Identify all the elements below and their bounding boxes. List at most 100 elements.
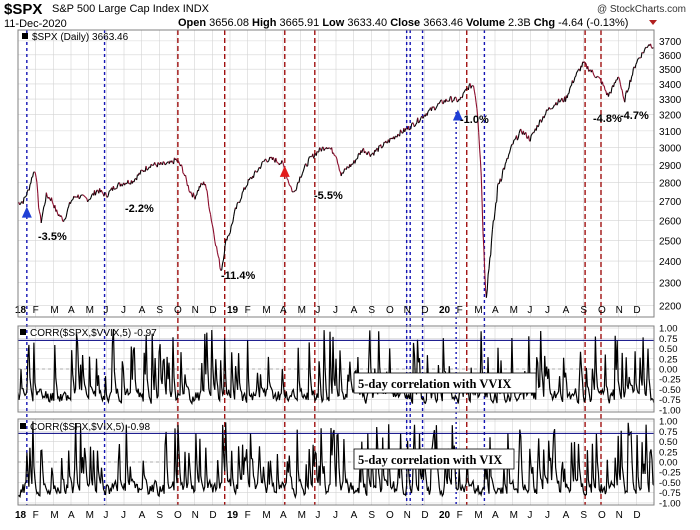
price-segment [190, 191, 193, 195]
price-segment [509, 145, 512, 150]
price-segment [491, 220, 494, 230]
price-segment [543, 115, 546, 119]
price-segment [38, 211, 41, 216]
price-segment [574, 75, 577, 78]
price-segment [570, 85, 572, 87]
price-segment [40, 217, 43, 224]
corr-tick-label: -1.00 [659, 405, 681, 416]
price-segment [67, 206, 70, 209]
x-tick-label-price: A [139, 305, 146, 316]
price-segment [516, 138, 519, 141]
price-segment [439, 99, 442, 103]
price-segment [414, 124, 417, 127]
panel-frame [17, 325, 655, 413]
price-segment [399, 129, 402, 132]
price-segment [628, 79, 631, 88]
quote-label-low: Low [322, 17, 345, 29]
price-segment [286, 178, 289, 180]
price-segment [263, 159, 266, 162]
price-segment [155, 164, 157, 166]
price-segment [489, 254, 492, 259]
price-segment [287, 179, 290, 184]
price-segment [206, 190, 209, 199]
price-segment [427, 109, 430, 113]
price-segment [592, 72, 595, 76]
price-segment [650, 43, 652, 48]
x-tick-label-price: A [351, 305, 358, 316]
price-segment [171, 160, 174, 163]
price-segment [501, 170, 504, 179]
price-segment [90, 194, 93, 198]
price-segment [197, 186, 200, 192]
price-segment [481, 202, 484, 232]
drop-annotation: -4.8% [593, 113, 622, 125]
price-segment [107, 191, 110, 196]
price-segment [315, 151, 318, 156]
price-segment [240, 192, 243, 199]
price-segment [465, 88, 468, 90]
price-segment [551, 107, 553, 110]
price-segment [594, 76, 596, 79]
price-segment [459, 97, 462, 101]
x-tick-label-price: S [580, 305, 587, 316]
price-segment [105, 192, 108, 197]
price-segment [434, 108, 437, 111]
price-segment [436, 105, 438, 108]
panel-legend: CORR($SPX,$VVIX,5) -0.97 [30, 328, 157, 339]
quote-label-high: High [252, 17, 277, 29]
price-segment [505, 158, 508, 162]
x-tick-label-price: S [368, 305, 375, 316]
price-segment [45, 192, 48, 197]
x-tick-label-bottom: M [50, 510, 58, 521]
price-segment [28, 184, 31, 191]
price-segment [88, 199, 90, 201]
corr-tick-label: 0.25 [659, 354, 678, 365]
price-tick-label: 3600 [659, 51, 682, 62]
price-segment [145, 165, 148, 171]
price-segment [342, 171, 345, 174]
x-tick-label-price: F [245, 305, 251, 316]
price-segment [422, 116, 425, 119]
price-segment [622, 95, 625, 100]
x-tick-label-bottom: A [68, 510, 75, 521]
price-segment [496, 185, 499, 202]
label-layer: 2200 2300 2400 2500 2600 2700 2800 2900 3000 3100… [15, 32, 682, 521]
price-segment [232, 216, 235, 223]
x-tick-label-bottom: F [33, 510, 39, 521]
price-segment [559, 101, 561, 103]
corr-tick-label: -0.50 [659, 385, 681, 396]
price-segment [133, 178, 136, 183]
price-segment [382, 141, 385, 146]
price-segment [492, 219, 495, 222]
price-segment [204, 184, 207, 189]
price-segment [377, 145, 380, 152]
price-segment [381, 145, 384, 148]
price-segment [538, 119, 541, 126]
price-segment [525, 132, 528, 139]
price-tick-label: 3100 [659, 127, 682, 138]
corr-tick-label: 0.50 [659, 437, 678, 448]
price-segment [326, 147, 328, 150]
price-segment [451, 100, 454, 103]
caption-text: 5-day correlation with VIX [358, 453, 502, 467]
corr-series-line [17, 421, 655, 500]
x-tick-label-price: A [492, 305, 499, 316]
price-segment [447, 100, 449, 102]
price-segment [566, 93, 569, 99]
x-tick-label-bottom: D [633, 510, 640, 521]
price-segment [85, 197, 88, 199]
price-segment [503, 163, 506, 170]
price-segment [548, 107, 551, 110]
price-tick-label: 2800 [659, 179, 682, 190]
price-segment [96, 189, 99, 192]
panel-frame [17, 29, 655, 318]
price-segment [164, 163, 167, 166]
price-segment [461, 93, 464, 98]
price-segment [100, 189, 103, 193]
price-segment [108, 190, 111, 192]
price-segment [248, 177, 251, 181]
price-segment [493, 211, 496, 221]
price-segment [483, 247, 486, 271]
price-segment [482, 231, 485, 248]
price-segment [334, 155, 337, 157]
